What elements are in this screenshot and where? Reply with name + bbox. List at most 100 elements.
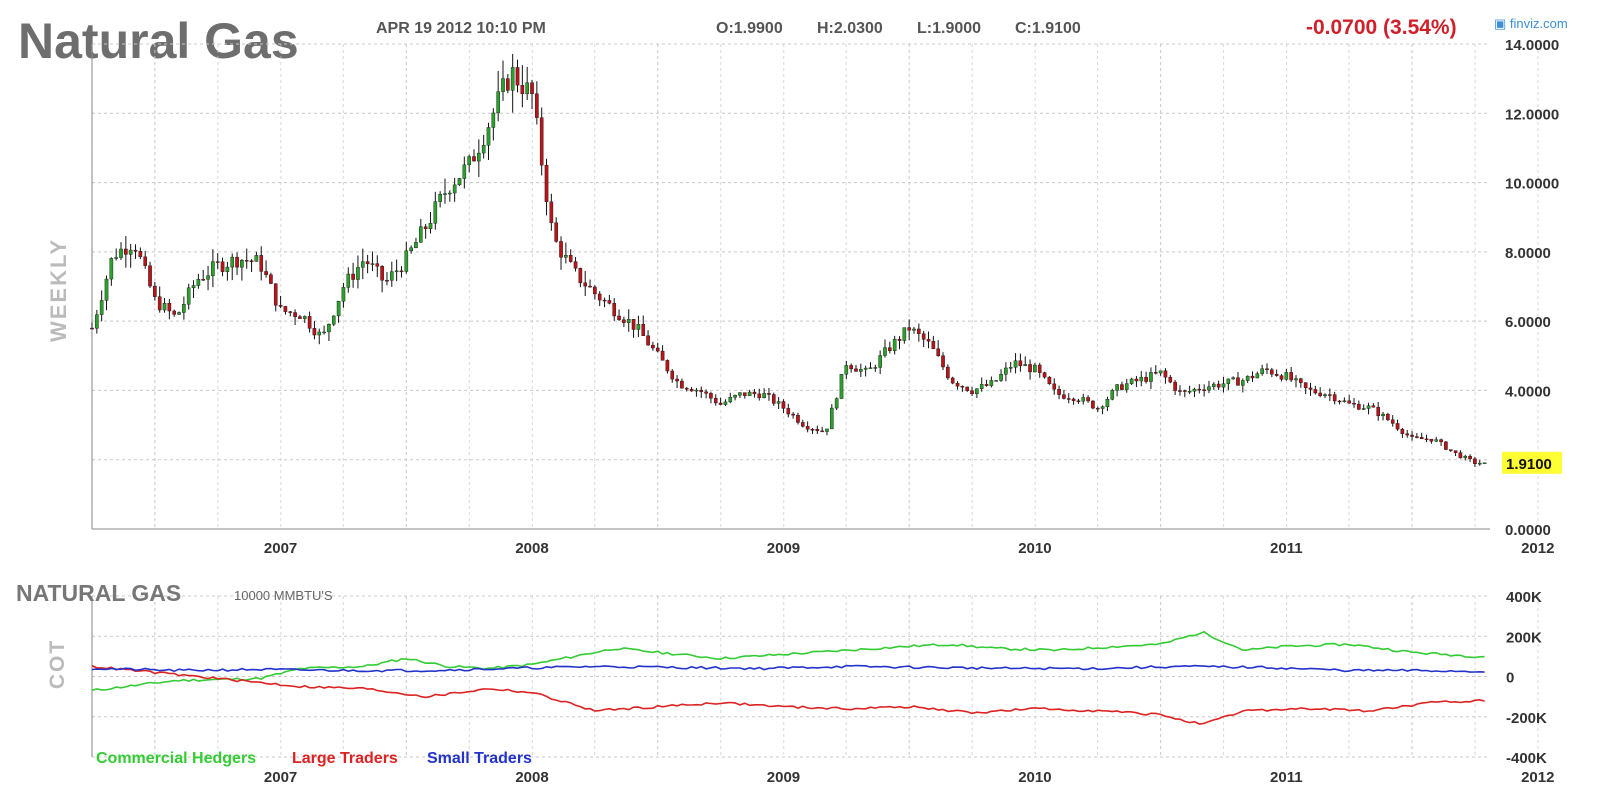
price-y-tick-label: 10.0000 [1505,176,1559,193]
candle-body [90,327,94,330]
candle [124,236,128,268]
candle [602,297,607,308]
candle [293,309,297,326]
candle [510,53,515,113]
candle-body [1023,364,1028,367]
candle-body [452,184,457,194]
candle-body [936,348,940,356]
candle-body [1424,438,1429,441]
candle [462,156,467,189]
candle-body [182,304,186,313]
candle [438,191,442,208]
candle [1129,377,1134,386]
price-y-tick-label: 0.0000 [1505,522,1551,539]
candle-body [733,395,737,398]
candle [641,315,646,336]
candle [607,294,612,305]
candle [327,323,331,341]
candle [979,377,984,392]
cot-series-commercial-hedgers [91,630,1485,691]
close-price: C:1.9100 [1015,20,1081,37]
candle-body [399,270,404,273]
candle [206,265,210,291]
last-price-label: 1.9100 [1506,456,1552,473]
candle-body [578,268,583,284]
candle-body [162,303,167,311]
legend-large-traders: Large Traders [292,750,398,767]
candle [1221,376,1226,393]
price-change: -0.0700 (3.54%) [1306,16,1457,39]
cot-title: NATURAL GAS [16,580,182,606]
candle [830,404,834,430]
candle [486,122,491,160]
candle [1139,371,1144,387]
candle [539,107,544,176]
candle [457,177,462,186]
candle [143,250,147,269]
candle [380,265,384,293]
candle [172,309,177,317]
candle-body [186,287,191,305]
candle [655,342,660,353]
candle-body [757,393,762,399]
candle-body [109,258,114,280]
candle [1037,362,1042,378]
candle [351,262,355,288]
cot-x-tick-label: 2012 [1521,769,1554,786]
candle [617,309,621,321]
candle-body [1187,390,1192,393]
candle [1076,398,1081,404]
price-x-tick-label: 2010 [1018,540,1051,557]
candle [1390,415,1395,427]
candle-body [1163,370,1168,378]
candle-body [394,270,399,273]
candle [1197,384,1202,394]
candle-body [230,256,235,268]
candle-body [718,402,723,405]
candle-body [380,266,384,281]
candle [1226,378,1231,391]
candle-body [713,397,718,404]
candle-body [655,347,660,352]
candle-body [1037,364,1042,373]
candle-body [965,386,970,391]
candle [535,81,539,125]
candle [1381,411,1385,421]
candle-body [588,285,592,288]
candle-body [1221,383,1226,388]
brand-name: finviz.com [1509,16,1568,31]
candle-body [844,365,849,375]
candle [283,305,288,315]
price-x-tick-label: 2009 [767,540,800,557]
candle-body [481,145,486,154]
candle [694,387,699,397]
candle [404,241,409,274]
candle [593,285,597,300]
candle [936,340,940,357]
candle-body [235,256,239,268]
candle [583,271,588,296]
candle-body [525,82,529,95]
candle-body [902,327,907,341]
candle-body [104,278,109,301]
candle [501,60,505,101]
candle-body [264,271,268,275]
candle-body [259,255,264,272]
candle-body [1095,407,1100,410]
candle-body [1120,384,1124,390]
brand-link[interactable]: ▣ finviz.com [1494,16,1568,32]
candle [825,428,829,436]
candle-body [834,398,839,409]
candle [675,375,679,389]
candle [1410,431,1414,441]
candle [273,283,278,312]
candle-body [1144,376,1148,382]
candle-body [888,347,892,351]
low-price: L:1.9000 [917,20,982,37]
legend-commercial-hedgers: Commercial Hedgers [96,750,257,767]
candle [631,319,636,338]
candle [1236,372,1240,386]
candle-body [926,339,931,342]
candle-body [1192,388,1197,392]
